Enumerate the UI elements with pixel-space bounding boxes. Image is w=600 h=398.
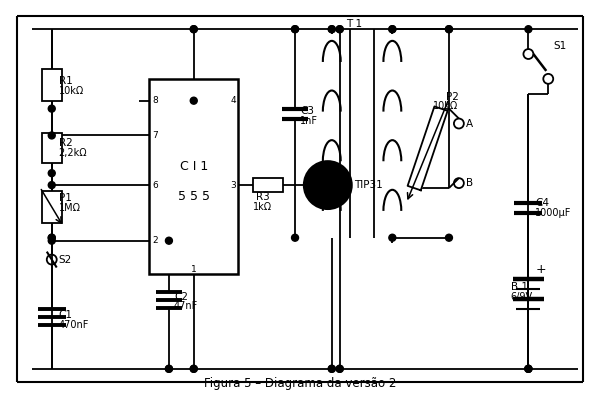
Text: 1nF: 1nF bbox=[300, 115, 318, 125]
Text: Figura 5 – Diagrama da versão 2: Figura 5 – Diagrama da versão 2 bbox=[204, 377, 396, 390]
Text: 2,2kΩ: 2,2kΩ bbox=[59, 148, 88, 158]
Circle shape bbox=[190, 365, 197, 372]
Text: 470nF: 470nF bbox=[59, 320, 89, 330]
Circle shape bbox=[525, 365, 532, 372]
Circle shape bbox=[445, 26, 452, 33]
Circle shape bbox=[328, 365, 335, 372]
Bar bbox=[149, 79, 238, 275]
Text: 5 5 5: 5 5 5 bbox=[178, 190, 210, 203]
Circle shape bbox=[336, 26, 343, 33]
Circle shape bbox=[336, 26, 343, 33]
Text: 8: 8 bbox=[152, 96, 158, 105]
Text: C1: C1 bbox=[59, 310, 73, 320]
Bar bbox=[42, 69, 62, 101]
Text: C4: C4 bbox=[535, 198, 550, 208]
Circle shape bbox=[525, 26, 532, 33]
Text: 7: 7 bbox=[152, 131, 158, 140]
Circle shape bbox=[389, 234, 396, 241]
Circle shape bbox=[328, 26, 335, 33]
Text: A: A bbox=[466, 119, 473, 129]
Circle shape bbox=[336, 365, 343, 372]
Circle shape bbox=[48, 132, 55, 139]
Circle shape bbox=[48, 170, 55, 177]
Text: R2: R2 bbox=[59, 139, 73, 148]
Text: 1MΩ: 1MΩ bbox=[59, 203, 80, 213]
Circle shape bbox=[292, 234, 299, 241]
Circle shape bbox=[48, 234, 55, 241]
Circle shape bbox=[389, 26, 396, 33]
Circle shape bbox=[389, 26, 396, 33]
Circle shape bbox=[304, 161, 352, 209]
Circle shape bbox=[48, 105, 55, 112]
Circle shape bbox=[525, 365, 532, 372]
Circle shape bbox=[166, 365, 172, 372]
Text: S1: S1 bbox=[553, 41, 566, 51]
Text: R1: R1 bbox=[59, 76, 73, 86]
Text: C2: C2 bbox=[174, 292, 188, 302]
Circle shape bbox=[336, 365, 343, 372]
Circle shape bbox=[525, 365, 532, 372]
Text: 3: 3 bbox=[230, 181, 236, 189]
Text: 2: 2 bbox=[152, 236, 158, 245]
Circle shape bbox=[190, 26, 197, 33]
Text: 1kΩ: 1kΩ bbox=[253, 202, 272, 212]
Circle shape bbox=[166, 237, 172, 244]
Text: C I 1: C I 1 bbox=[179, 160, 208, 174]
Text: C3: C3 bbox=[300, 105, 314, 116]
Bar bbox=[42, 191, 62, 223]
Text: B: B bbox=[466, 178, 473, 188]
Circle shape bbox=[445, 26, 452, 33]
Circle shape bbox=[328, 365, 335, 372]
Circle shape bbox=[190, 97, 197, 104]
Circle shape bbox=[445, 234, 452, 241]
Text: B 1: B 1 bbox=[511, 282, 527, 293]
Circle shape bbox=[166, 365, 172, 372]
Text: TIP31: TIP31 bbox=[353, 180, 382, 190]
Text: R3: R3 bbox=[256, 192, 270, 202]
Text: 6/9V: 6/9V bbox=[511, 292, 533, 302]
Polygon shape bbox=[407, 106, 448, 190]
Text: 1: 1 bbox=[191, 265, 197, 274]
Text: P1: P1 bbox=[59, 193, 71, 203]
Bar bbox=[253, 178, 283, 192]
Text: 4: 4 bbox=[230, 96, 236, 105]
Bar bbox=[42, 133, 62, 163]
Circle shape bbox=[190, 26, 197, 33]
Circle shape bbox=[292, 26, 299, 33]
Text: 47nF: 47nF bbox=[174, 301, 198, 311]
Text: S2: S2 bbox=[59, 255, 72, 265]
Text: +: + bbox=[535, 263, 546, 276]
Text: T 1: T 1 bbox=[346, 19, 362, 29]
Text: 1000μF: 1000μF bbox=[535, 208, 572, 218]
Circle shape bbox=[48, 181, 55, 189]
Circle shape bbox=[48, 237, 55, 244]
Text: P2: P2 bbox=[446, 92, 459, 102]
Circle shape bbox=[190, 365, 197, 372]
Circle shape bbox=[48, 234, 55, 241]
Text: 10kΩ: 10kΩ bbox=[59, 86, 84, 96]
Circle shape bbox=[292, 26, 299, 33]
Text: 10kΩ: 10kΩ bbox=[433, 101, 458, 111]
Circle shape bbox=[328, 26, 335, 33]
Text: 6: 6 bbox=[152, 181, 158, 189]
